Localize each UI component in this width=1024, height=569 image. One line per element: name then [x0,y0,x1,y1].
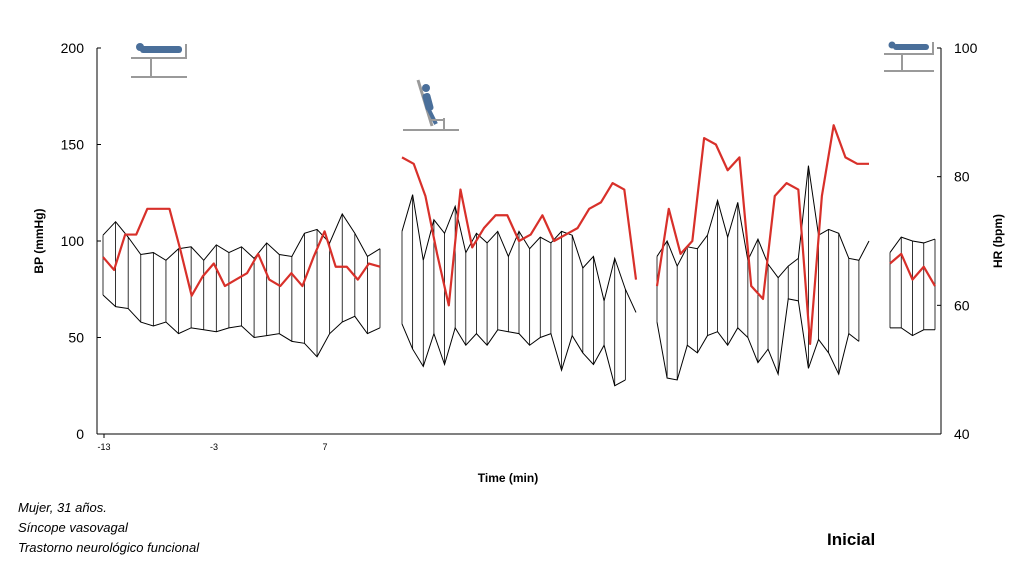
x-axis-ticks: -13 -3 7 [97,434,328,452]
supine-patient-icon [131,43,187,78]
right-axis-title: HR (bpm) [991,214,1005,268]
systolic-line [656,165,870,279]
x-tick-label: 7 [322,442,327,452]
diagnosis-note: Trastorno neurológico funcional [18,540,200,555]
left-tick-label: 150 [61,137,85,153]
heart-rate-line [102,207,381,297]
diastolic-line [401,323,626,387]
heart-rate-line [655,124,869,346]
diastolic-line [890,327,935,337]
bp-series [102,165,936,387]
heart-rate-line [401,156,638,307]
diagnosis-note: Síncope vasovagal [18,520,128,535]
x-tick-label: -13 [97,442,110,452]
right-tick-label: 60 [954,297,970,313]
systolic-line [102,212,381,262]
right-tick-label: 40 [954,426,970,442]
heart-rate-line [889,252,936,287]
left-tick-label: 100 [61,233,85,249]
stage-label: Inicial [827,530,876,549]
right-tick-label: 80 [954,169,970,185]
left-tick-label: 50 [68,330,84,346]
supine-patient-icon [884,41,934,72]
left-tick-label: 0 [76,426,84,442]
left-axis-ticks: 0 50 100 150 200 [61,40,101,442]
right-tick-label: 100 [954,40,978,56]
diastolic-line [656,298,860,381]
x-axis-title: Time (min) [478,471,538,485]
left-tick-label: 200 [61,40,85,56]
left-axis-title: BP (mmHg) [32,208,46,273]
patient-note: Mujer, 31 años. [18,500,107,515]
diastolic-line [102,294,381,358]
systolic-line [401,194,637,313]
right-axis-ticks: 40 60 80 100 [937,40,978,442]
x-tick-label: -3 [210,442,218,452]
hr-series [102,124,936,346]
tilted-patient-icon [403,79,459,131]
systolic-line [889,236,936,253]
